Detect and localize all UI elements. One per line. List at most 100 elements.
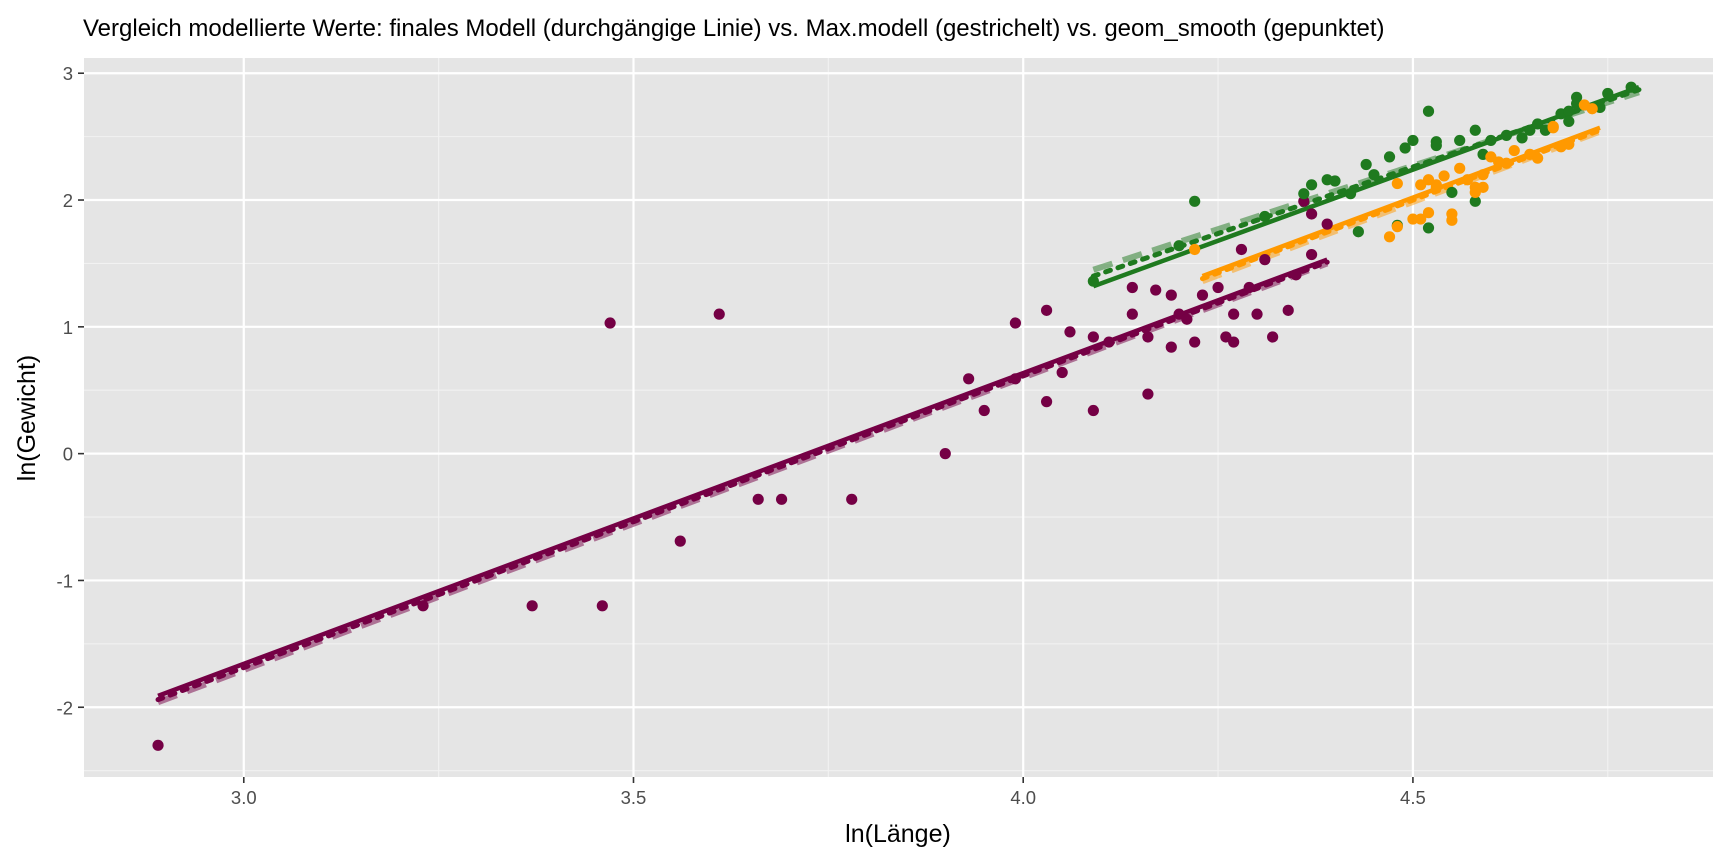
data-point xyxy=(1321,218,1333,230)
y-tick-label: 2 xyxy=(63,190,73,211)
x-tick-label: 3.0 xyxy=(231,787,257,808)
x-tick-label: 3.5 xyxy=(621,787,647,808)
y-tick-label: 3 xyxy=(63,63,73,84)
data-point xyxy=(963,373,975,385)
data-point xyxy=(1259,210,1271,223)
data-point xyxy=(417,600,429,612)
data-point xyxy=(1516,132,1528,144)
data-point xyxy=(1040,396,1053,408)
data-point xyxy=(1087,404,1099,417)
data-point xyxy=(1329,175,1341,187)
data-point xyxy=(1142,331,1154,343)
data-point xyxy=(1251,308,1263,320)
data-point xyxy=(1305,248,1318,261)
data-point xyxy=(1040,304,1053,316)
data-point xyxy=(1602,87,1614,100)
data-point xyxy=(1235,243,1248,256)
data-point xyxy=(1500,129,1513,141)
y-tick-label: -1 xyxy=(57,570,73,591)
data-point xyxy=(1625,81,1637,93)
data-point xyxy=(1009,317,1022,329)
data-point xyxy=(1196,289,1209,301)
data-point xyxy=(1189,336,1201,348)
data-point xyxy=(1454,134,1466,147)
x-tick-label: 4.0 xyxy=(1010,787,1036,808)
data-point xyxy=(1383,231,1396,243)
data-point xyxy=(604,317,616,329)
data-point xyxy=(1430,181,1442,193)
data-point xyxy=(1228,308,1240,320)
data-point xyxy=(1189,243,1201,256)
x-tick-label: 4.5 xyxy=(1400,787,1426,808)
data-point xyxy=(152,739,164,751)
data-point xyxy=(1563,138,1575,150)
data-point xyxy=(939,448,951,460)
data-point xyxy=(1407,213,1419,225)
data-point xyxy=(752,493,764,505)
data-point xyxy=(1563,115,1575,128)
data-point xyxy=(1344,188,1357,200)
data-point xyxy=(1173,240,1185,252)
data-point xyxy=(1422,105,1435,117)
data-point xyxy=(1407,134,1419,147)
data-point xyxy=(1165,289,1177,301)
x-axis-title: ln(Länge) xyxy=(845,820,951,848)
data-point xyxy=(1485,134,1497,147)
grid-lines xyxy=(84,58,1713,777)
data-point xyxy=(1438,170,1450,182)
data-point xyxy=(1103,336,1115,348)
data-point xyxy=(1181,313,1193,325)
data-point xyxy=(1586,103,1598,115)
data-points xyxy=(152,81,1637,751)
data-point xyxy=(1368,169,1380,181)
data-point xyxy=(1469,124,1481,136)
data-point xyxy=(1477,169,1489,181)
data-point xyxy=(1126,281,1138,294)
data-point xyxy=(1422,207,1435,219)
data-point xyxy=(713,308,725,320)
data-point xyxy=(1524,124,1536,136)
data-point xyxy=(846,493,858,505)
data-point xyxy=(978,404,990,417)
chart-title: Vergleich modellierte Werte: finales Mod… xyxy=(83,15,1385,42)
data-point xyxy=(1009,373,1022,385)
y-axis-title: ln(Gewicht) xyxy=(13,355,41,481)
y-tick-label: 1 xyxy=(63,317,73,338)
axes: 3.0 3.5 4.0 4.5 -2 -1 0 1 2 3 xyxy=(57,63,1426,808)
data-point xyxy=(1142,388,1154,400)
data-point xyxy=(674,535,686,547)
data-point xyxy=(1446,186,1458,199)
data-point xyxy=(1430,139,1442,152)
data-point xyxy=(1508,144,1520,157)
data-point xyxy=(1415,213,1427,225)
data-point xyxy=(1282,304,1294,316)
data-point xyxy=(1383,151,1396,163)
data-point xyxy=(1477,181,1489,193)
data-point xyxy=(775,493,788,505)
data-point xyxy=(1360,158,1372,171)
data-point xyxy=(1500,157,1513,169)
data-point xyxy=(1259,254,1271,266)
data-point xyxy=(1087,275,1099,287)
data-point xyxy=(1352,226,1364,238)
data-point xyxy=(1446,214,1458,226)
data-point xyxy=(1532,152,1544,164)
data-point xyxy=(1056,366,1068,379)
data-point xyxy=(1563,105,1575,117)
y-tick-label: -2 xyxy=(57,697,73,718)
data-point xyxy=(526,600,538,612)
final-model-line xyxy=(1092,85,1640,289)
data-point xyxy=(1087,331,1099,343)
data-point xyxy=(1532,118,1544,130)
data-point xyxy=(1391,177,1403,190)
data-point xyxy=(1469,195,1481,207)
data-point xyxy=(1212,281,1224,294)
data-point xyxy=(1228,336,1240,348)
data-point xyxy=(1064,326,1076,338)
data-point xyxy=(1290,269,1302,281)
data-point xyxy=(1165,341,1177,353)
data-point xyxy=(1150,284,1162,296)
data-point xyxy=(1267,331,1279,343)
y-tick-label: 0 xyxy=(63,444,73,465)
data-point xyxy=(1126,308,1138,320)
